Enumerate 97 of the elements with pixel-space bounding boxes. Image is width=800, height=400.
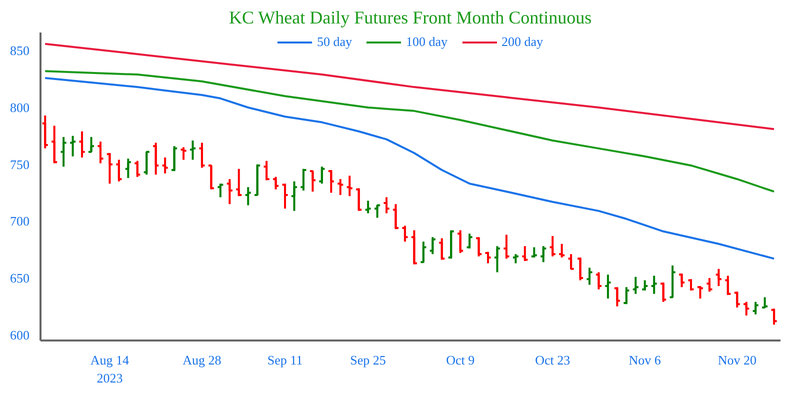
candlestick <box>604 274 612 300</box>
candlestick <box>78 130 86 159</box>
candlestick <box>484 250 492 264</box>
candlestick <box>87 136 96 153</box>
candlestick <box>272 176 280 190</box>
candlestick <box>327 169 335 194</box>
candlestick <box>180 146 188 161</box>
candlestick <box>512 253 520 264</box>
candlestick <box>456 229 464 254</box>
line-series <box>44 70 776 193</box>
candlestick <box>521 245 529 262</box>
candlestick <box>124 158 132 179</box>
candlestick <box>235 168 243 198</box>
candlestick <box>586 266 594 286</box>
x-tick-label: Sep 11 <box>267 352 303 368</box>
x-tick-label: Sep 25 <box>350 352 386 368</box>
x-tick-label: Oct 23 <box>535 352 570 368</box>
candlestick <box>364 200 372 214</box>
candlestick <box>254 163 262 196</box>
candlestick <box>502 234 510 260</box>
candlestick <box>161 156 169 174</box>
candlestick <box>696 284 704 300</box>
x-tick-label: Nov 20 <box>718 352 756 368</box>
legend-label: 100 day <box>406 34 448 50</box>
candlestick <box>742 300 750 316</box>
candlestick <box>401 224 409 243</box>
candlestick <box>106 152 114 185</box>
candlestick <box>493 245 501 274</box>
candlestick <box>262 160 270 182</box>
candlestick <box>548 234 556 258</box>
candlestick <box>96 140 104 164</box>
candlestick <box>318 166 326 185</box>
candlestick <box>613 286 621 308</box>
candlestick <box>632 276 640 295</box>
candlestick <box>115 158 123 182</box>
candlestick <box>69 134 77 158</box>
candlestick <box>50 124 58 164</box>
candlestick <box>142 150 150 176</box>
x-tick-label: Nov 6 <box>628 352 662 368</box>
candlestick <box>724 274 732 296</box>
candlestick <box>41 114 49 150</box>
y-tick-label: 800 <box>10 100 30 116</box>
candlestick <box>641 279 649 292</box>
candlestick <box>410 229 418 266</box>
candlestick <box>290 180 298 212</box>
candlestick <box>540 245 548 264</box>
candlestick <box>466 232 474 250</box>
candlestick <box>188 139 197 161</box>
y-tick-label: 850 <box>10 43 30 58</box>
line-series <box>44 76 776 260</box>
y-tick-label: 700 <box>10 214 30 229</box>
legend-label: 200 day <box>502 34 544 50</box>
x-tick-label: Oct 9 <box>446 352 475 368</box>
candlestick <box>706 276 714 293</box>
candlestick <box>650 274 658 295</box>
candlestick <box>622 286 630 306</box>
candlestick <box>594 271 602 290</box>
candlestick <box>687 278 695 292</box>
candlestick <box>198 142 206 169</box>
candlestick <box>428 236 436 256</box>
legend-label: 50 day <box>316 34 352 50</box>
candlestick <box>382 196 390 214</box>
candlestick <box>752 300 760 316</box>
y-tick-label: 750 <box>10 156 30 172</box>
candlestick <box>336 178 344 196</box>
candlestick <box>346 174 354 198</box>
x-tick-label: Aug 14 2023 <box>90 352 130 386</box>
candlestick <box>714 268 722 287</box>
candlestick <box>733 290 741 309</box>
candlestick <box>475 236 483 258</box>
candlestick <box>152 142 160 176</box>
candlestick <box>60 136 68 168</box>
candlestick <box>244 186 252 206</box>
chart-title: KC Wheat Daily Futures Front Month Continuous <box>229 8 592 28</box>
candlestick <box>660 282 668 303</box>
x-tick-label: Aug 28 <box>182 352 222 368</box>
candlestick <box>226 178 234 206</box>
candlestick <box>447 229 455 260</box>
candlestick <box>300 168 308 192</box>
candlestick <box>420 240 428 264</box>
candlestick <box>392 203 400 230</box>
candlestick <box>134 160 142 178</box>
candlestick <box>355 187 363 212</box>
candlestick <box>668 264 676 298</box>
candlestick <box>770 308 778 326</box>
candlestick <box>207 164 215 190</box>
candlestick <box>558 242 566 259</box>
candlestick <box>308 170 316 193</box>
y-tick-label: 650 <box>10 270 30 286</box>
y-tick-label: 600 <box>10 327 30 342</box>
candlestick <box>678 272 686 288</box>
candlestick <box>567 253 575 270</box>
candlestick <box>576 256 584 282</box>
candlestick <box>530 246 538 259</box>
candlestick <box>170 145 178 172</box>
candlestick <box>281 182 289 210</box>
candlestick <box>438 237 446 261</box>
